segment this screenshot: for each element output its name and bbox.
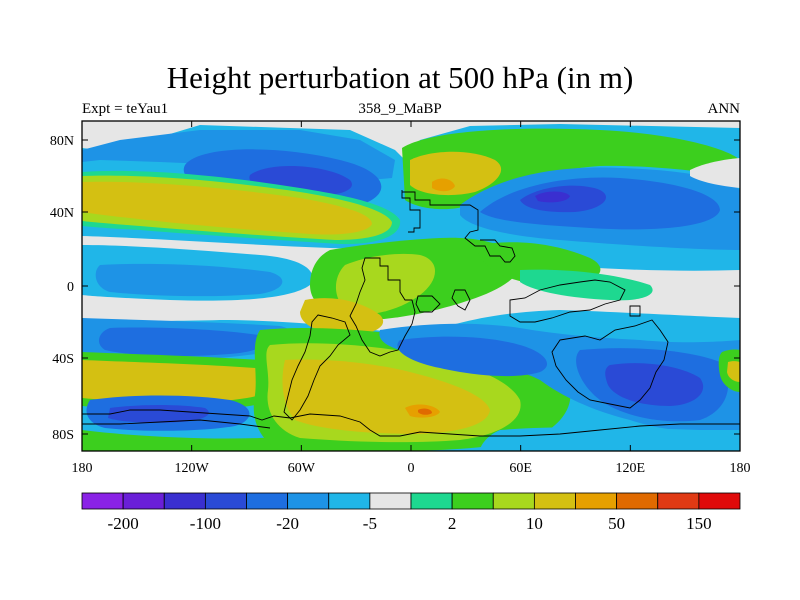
colorbar-label: -20: [276, 514, 299, 533]
antarctica-outline: [82, 409, 740, 437]
continent-outlines: [82, 190, 740, 437]
y-tick-label: 80S: [52, 428, 74, 443]
x-tick-label: 120E: [616, 461, 646, 476]
colorbar-label: 50: [608, 514, 625, 533]
north-america-outline: [401, 190, 421, 233]
colorbar-label: -5: [363, 514, 377, 533]
west-antarctica-outline: [82, 419, 271, 429]
south-america-outline: [283, 314, 351, 421]
tropical-gold-central: [300, 298, 384, 335]
south-atlantic-orange2: [418, 408, 432, 415]
colorbar-swatch: [533, 492, 576, 510]
colorbar-swatch: [287, 492, 330, 510]
y-tick-label: 40N: [50, 206, 74, 221]
colorbar-swatch: [369, 492, 412, 510]
x-tick-label: 0: [408, 461, 415, 476]
south-pacific-blue2: [98, 327, 269, 357]
colorbar-label: 10: [526, 514, 543, 533]
colorbar-swatch: [451, 492, 494, 510]
north-midlat-ridge-3: [82, 181, 372, 235]
x-tick-label: 180: [72, 461, 93, 476]
colorbar-swatch: [246, 492, 289, 510]
tropical-blue-west: [95, 263, 283, 297]
india-outline: [451, 289, 471, 311]
arabia-outline: [415, 295, 441, 313]
colorbar-swatch: [163, 492, 206, 510]
period-label: 358_9_MaBP: [358, 101, 442, 117]
tropical-teal-band: [520, 269, 653, 301]
atlantic-ridge-orange: [432, 178, 455, 192]
x-tick-label: 60W: [288, 461, 316, 476]
antarctic-cyan-east: [480, 427, 740, 451]
asia-trough-core: [535, 191, 570, 203]
x-tick-label: 180: [730, 461, 751, 476]
colorbar-swatch: [122, 492, 165, 510]
colorbar-swatch: [410, 492, 453, 510]
x-axis: 180 120W 60W 0 60E 120E 180: [72, 121, 751, 476]
indonesia-outline: [629, 305, 641, 317]
south-ridge-west-gold: [82, 360, 278, 403]
x-tick-label: 60E: [509, 461, 532, 476]
colorbar-swatch: [698, 492, 741, 510]
eurasia-outline: [402, 191, 516, 263]
east-pacific-spot-gold: [727, 361, 740, 382]
south-deep-west: [108, 405, 209, 423]
season-label: ANN: [707, 101, 741, 117]
colorbar-label: 150: [686, 514, 712, 533]
y-tick-label: 40S: [52, 352, 74, 367]
australia-outline: [551, 319, 669, 409]
colorbar-swatch: [616, 492, 659, 510]
colorbar-swatch: [328, 492, 371, 510]
y-tick-label: 80N: [50, 134, 74, 149]
colorbar-label: -100: [190, 514, 221, 533]
map-title: Height perturbation at 500 hPa (in m): [166, 60, 634, 95]
southeast-asia-outline: [509, 279, 626, 323]
colorbar-swatch: [575, 492, 618, 510]
tropical-ygreen-central: [335, 253, 435, 315]
africa-outline: [349, 257, 416, 357]
indian-east-deep: [605, 363, 704, 406]
experiment-label: Expt = teYau1: [82, 101, 169, 117]
colorbar-swatch: [492, 492, 535, 510]
colorbar-swatch: [657, 492, 700, 510]
colorbar-label: -200: [108, 514, 139, 533]
arctic-neutral: [82, 121, 740, 160]
contour-field: [82, 121, 740, 451]
colorbar-label: 2: [448, 514, 457, 533]
y-axis: 80N 40N 0 40S 80S: [50, 134, 740, 443]
arctic-ne-neutral: [690, 158, 740, 188]
x-tick-label: 120W: [175, 461, 210, 476]
colorbar: -200 -100 -20 -5 2 10 50 150: [81, 492, 741, 533]
indian-mid: [397, 336, 548, 377]
y-tick-label: 0: [67, 280, 74, 295]
colorbar-swatch: [81, 492, 124, 510]
colorbar-swatch: [204, 492, 247, 510]
